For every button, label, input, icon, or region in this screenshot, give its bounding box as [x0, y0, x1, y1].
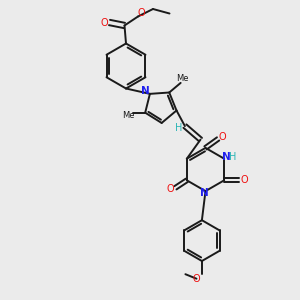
Text: N: N: [141, 86, 150, 97]
Text: H: H: [229, 152, 236, 162]
Text: Me: Me: [176, 74, 188, 83]
Text: Me: Me: [122, 111, 134, 120]
Text: H: H: [175, 123, 182, 133]
Text: O: O: [219, 132, 226, 142]
Text: O: O: [100, 17, 108, 28]
Text: O: O: [193, 274, 200, 284]
Text: O: O: [166, 184, 174, 194]
Text: O: O: [138, 8, 146, 19]
Text: O: O: [241, 175, 248, 185]
Text: N: N: [200, 188, 208, 198]
Text: N: N: [222, 152, 231, 162]
